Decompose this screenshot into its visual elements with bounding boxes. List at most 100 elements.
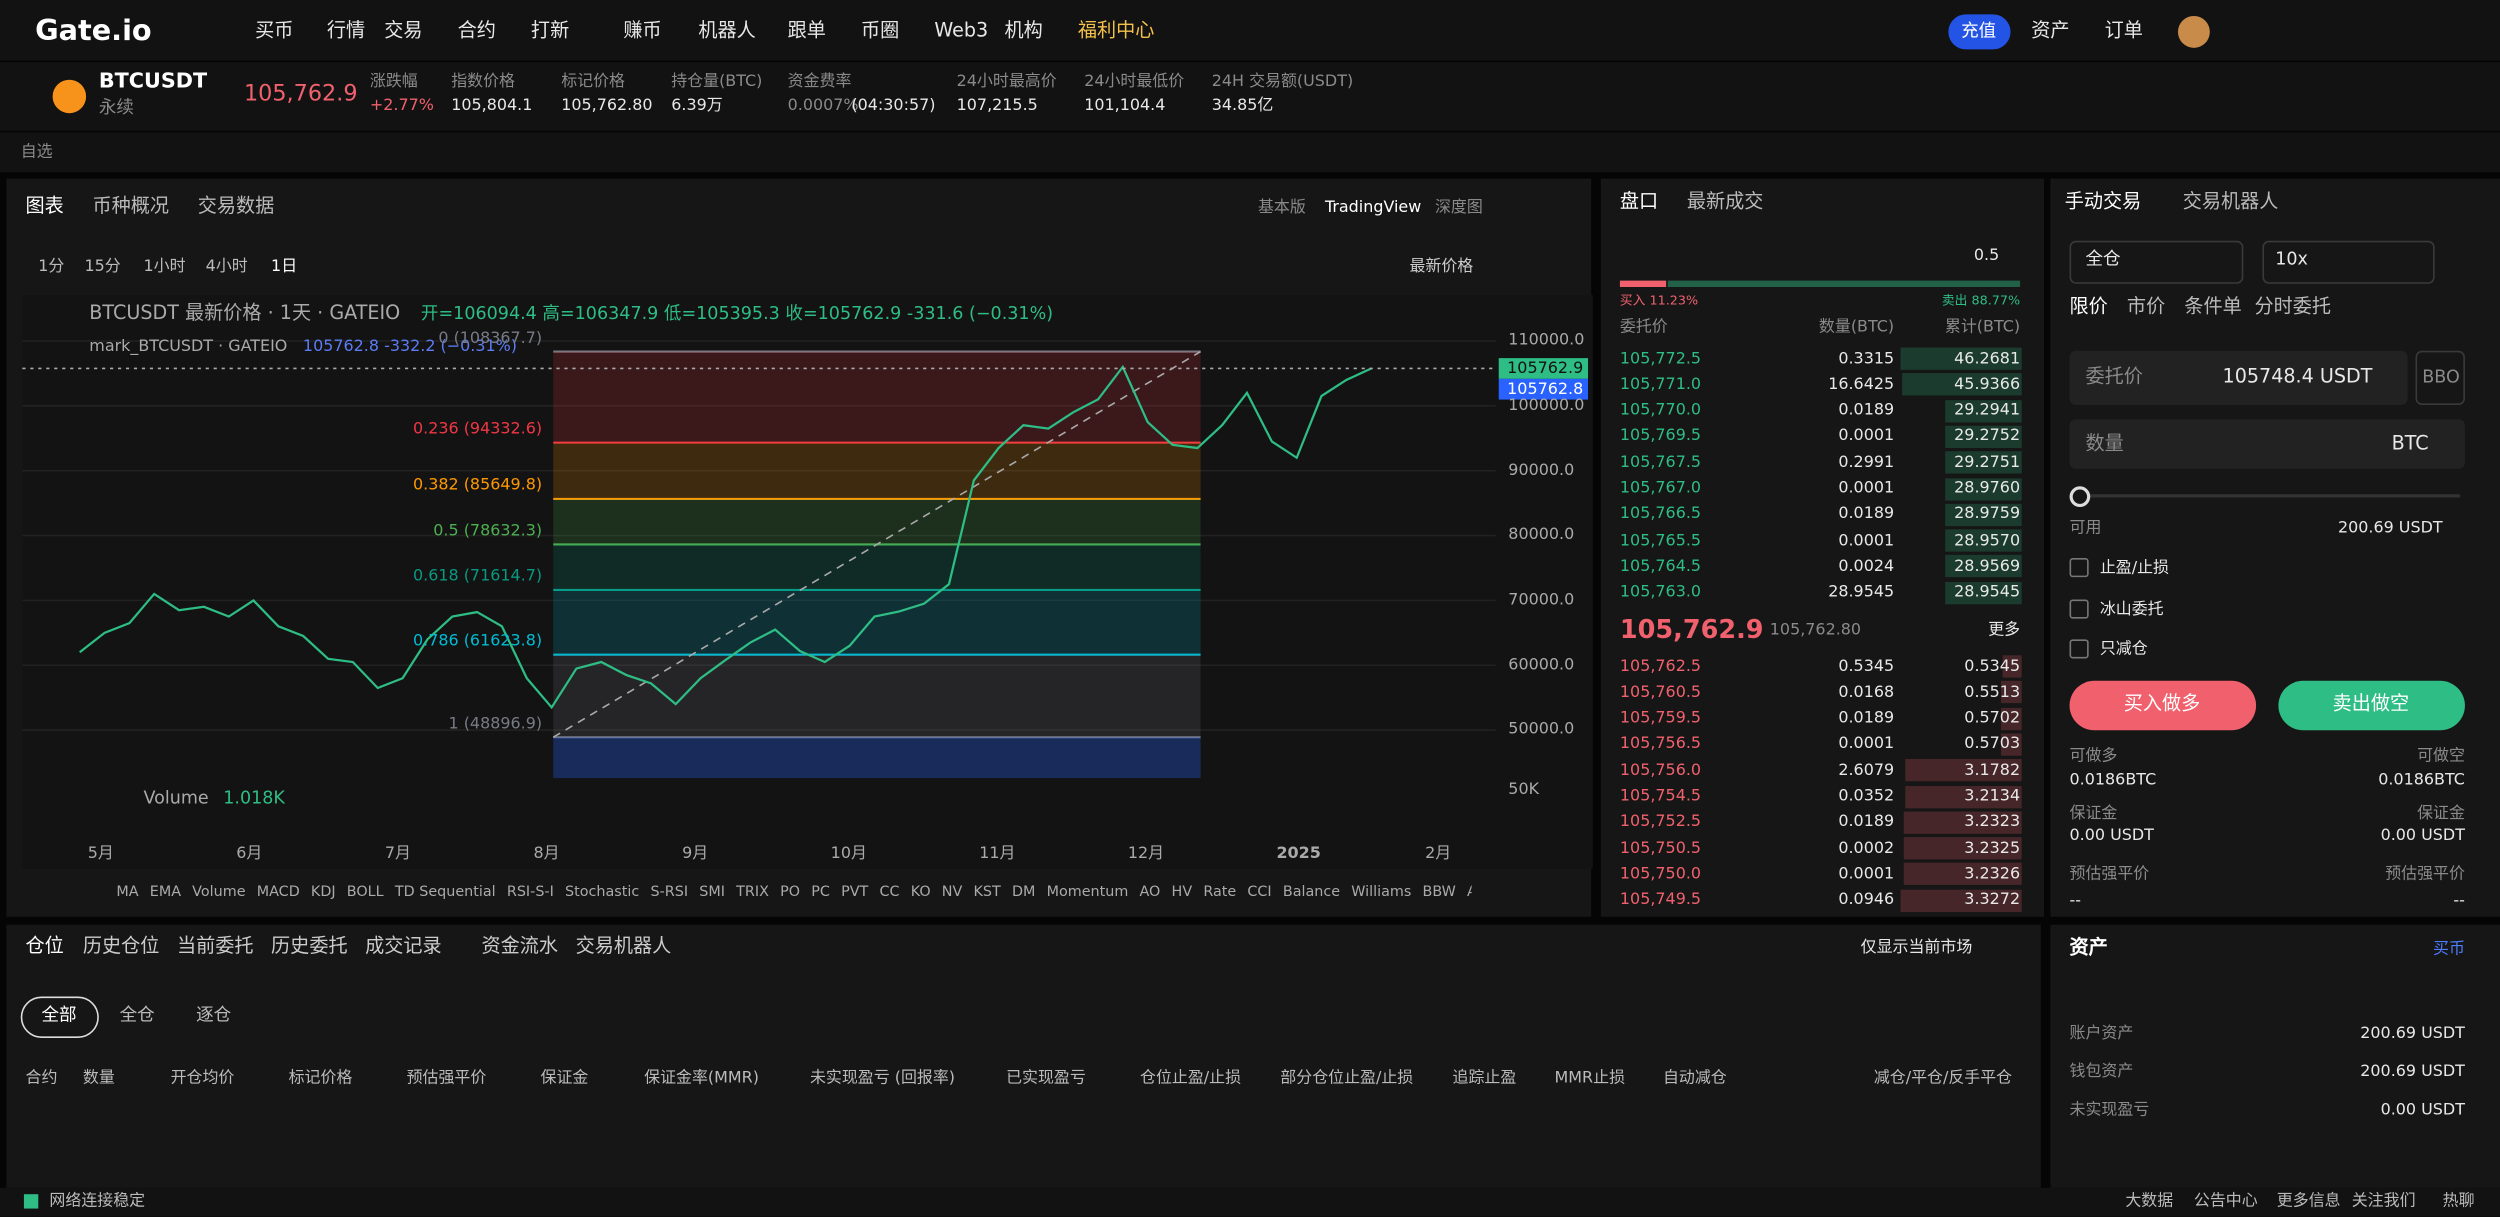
ob-price[interactable]: 105,770.0 (1619, 401, 1702, 420)
indicator[interactable]: PC (811, 884, 830, 901)
nav-item[interactable]: 行情 (326, 19, 366, 42)
option-label[interactable]: 冰山委托 (2099, 600, 2164, 618)
nav-item[interactable]: Web3 (934, 19, 989, 42)
indicator[interactable]: KO (910, 884, 931, 901)
leverage-select[interactable] (2262, 240, 2435, 284)
ob-price[interactable]: 105,769.5 (1619, 427, 1702, 446)
ob-price[interactable]: 105,756.5 (1619, 735, 1702, 754)
filter[interactable]: 全部 (41, 1004, 77, 1025)
indicator[interactable]: Balance (1282, 884, 1341, 901)
indicator[interactable]: AO (1139, 884, 1161, 901)
deposit-button[interactable] (1948, 14, 2011, 50)
ob-price[interactable]: 105,752.5 (1619, 813, 1702, 832)
price-type[interactable]: 最新价格 (1409, 257, 1474, 276)
chart-tab[interactable]: 图表 (25, 194, 64, 218)
indicator[interactable]: BBW (1422, 884, 1456, 901)
ob-price[interactable]: 105,750.0 (1619, 865, 1702, 884)
footer-link[interactable]: 热聊 (2442, 1191, 2475, 1210)
chart-tab[interactable]: 币种概况 (92, 194, 170, 218)
chart-view[interactable]: 基本版 (1257, 198, 1306, 217)
ob-more[interactable]: 更多 (1988, 621, 2021, 639)
nav-item[interactable]: 交易 (384, 19, 423, 42)
indicator[interactable]: PO (780, 884, 801, 901)
nav-item[interactable]: 机构 (1004, 19, 1043, 42)
indicator[interactable]: DM (1011, 884, 1036, 901)
ob-price[interactable]: 105,766.5 (1619, 505, 1702, 524)
ob-price[interactable]: 105,749.5 (1619, 891, 1702, 910)
filter-pill[interactable] (20, 996, 99, 1038)
position-tab[interactable]: 仓位 (25, 934, 64, 957)
slider-knob[interactable] (2069, 486, 2091, 508)
slider-track[interactable] (2077, 494, 2461, 498)
interval[interactable]: 1分 (38, 257, 65, 276)
qty-input[interactable] (2069, 419, 2465, 469)
interval[interactable]: 4小时 (205, 257, 248, 276)
nav-item[interactable]: 买币 (255, 19, 294, 42)
indicator[interactable]: CC (879, 884, 900, 901)
order-type[interactable]: 市价 (2126, 295, 2166, 318)
checkbox[interactable] (2069, 599, 2089, 619)
nav-item[interactable]: 机器人 (698, 19, 756, 42)
ob-price[interactable]: 105,762.5 (1619, 657, 1702, 676)
nav-orders[interactable]: 订单 (2104, 19, 2143, 42)
ob-tab[interactable]: 最新成交 (1686, 190, 1764, 213)
filter[interactable]: 全仓 (119, 1004, 155, 1025)
ob-price[interactable]: 105,759.5 (1619, 709, 1702, 728)
nav-item[interactable]: 打新 (530, 19, 570, 42)
indicator[interactable]: NV (941, 884, 963, 901)
ob-price[interactable]: 105,772.5 (1619, 349, 1702, 368)
leverage[interactable]: 10x (2275, 248, 2308, 270)
nav-item[interactable]: 合约 (457, 19, 496, 42)
interval[interactable]: 1日 (271, 257, 298, 276)
option-label[interactable]: 止盈/止损 (2099, 558, 2169, 577)
ob-price[interactable]: 105,763.0 (1619, 583, 1702, 602)
ob-price[interactable]: 105,754.5 (1619, 787, 1702, 806)
nav-item[interactable]: 币圈 (860, 19, 900, 42)
position-tab[interactable]: 交易机器人 (575, 934, 672, 957)
footer-link[interactable]: 大数据 (2125, 1191, 2174, 1210)
position-tab[interactable]: 当前委托 (176, 934, 254, 957)
order-type[interactable]: 分时委托 (2254, 295, 2332, 318)
indicator[interactable]: EMA (149, 884, 182, 901)
ob-price[interactable]: 105,756.0 (1619, 761, 1702, 780)
ob-price[interactable]: 105,767.5 (1619, 453, 1702, 472)
assets-buy[interactable]: 买币 (2433, 939, 2465, 958)
interval[interactable]: 1小时 (143, 257, 186, 276)
ob-tab[interactable]: 盘口 (1619, 190, 1659, 213)
price-input[interactable] (2069, 350, 2408, 405)
nav-item[interactable]: 跟单 (787, 19, 826, 42)
sell-button[interactable] (2278, 680, 2465, 731)
nav-assets[interactable]: 资产 (2031, 19, 2070, 42)
indicator[interactable]: S-RSI (650, 884, 689, 901)
indicator[interactable]: SMI (699, 884, 725, 901)
footer-link[interactable]: 关注我们 (2351, 1191, 2416, 1210)
nav-item[interactable]: 福利中心 (1077, 19, 1155, 42)
footer-link[interactable]: 更多信息 (2276, 1191, 2341, 1210)
indicator[interactable]: CCI (1247, 884, 1272, 901)
chart-tab[interactable]: 交易数据 (197, 194, 275, 218)
indicator[interactable]: RSI-S-I (506, 884, 554, 901)
ob-price[interactable]: 105,764.5 (1619, 557, 1702, 576)
indicator[interactable]: Momentum (1046, 884, 1129, 901)
checkbox[interactable] (2069, 558, 2089, 578)
indicator[interactable]: HV (1171, 884, 1193, 901)
sell-label[interactable]: 卖出做空 (2332, 692, 2410, 715)
indicator[interactable]: KDJ (310, 884, 336, 901)
indicator[interactable]: ADI (1467, 885, 1472, 901)
order-type[interactable]: 限价 (2069, 295, 2108, 318)
indicator[interactable]: TRIX (736, 884, 769, 901)
indicator[interactable]: BOLL (346, 884, 384, 901)
chart-view[interactable]: 深度图 (1434, 198, 1483, 217)
ob-price[interactable]: 105,760.5 (1619, 683, 1702, 702)
indicator[interactable]: Stochastic (565, 884, 640, 901)
order-type[interactable]: 条件单 (2184, 295, 2242, 318)
nav-item[interactable]: 赚币 (623, 19, 662, 42)
position-tab[interactable]: 历史委托 (271, 934, 348, 957)
ob-price[interactable]: 105,750.5 (1619, 839, 1702, 858)
indicator[interactable]: Volume (192, 884, 246, 901)
ob-price[interactable]: 105,771.0 (1619, 375, 1702, 394)
footer-link[interactable]: 公告中心 (2193, 1191, 2258, 1210)
indicator[interactable]: MACD (256, 884, 300, 901)
buy-label[interactable]: 买入做多 (2123, 692, 2201, 715)
bbo[interactable]: BBO (2422, 366, 2460, 388)
